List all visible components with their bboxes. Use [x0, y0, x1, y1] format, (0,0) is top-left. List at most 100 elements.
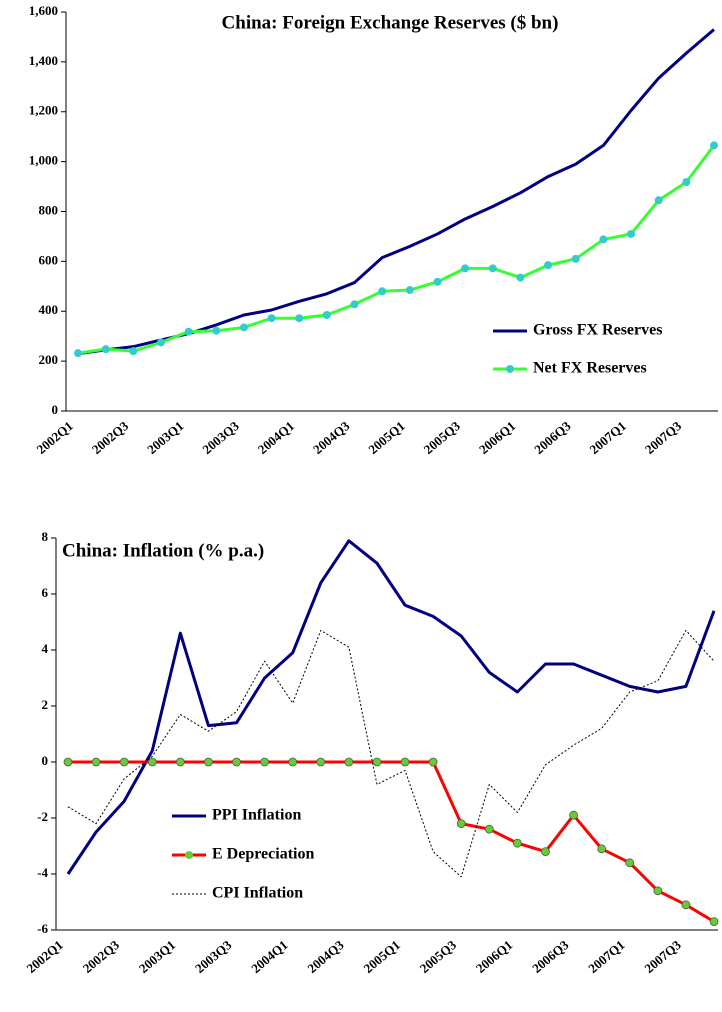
series-line	[68, 760, 715, 923]
y-tick-label: -4	[37, 865, 48, 880]
point	[484, 824, 494, 834]
point	[350, 300, 359, 309]
y-tick-label: -2	[37, 809, 48, 824]
chart-title: China: Inflation (% p.a.)	[62, 540, 264, 561]
x-tick-label: 2005Q3	[421, 418, 464, 457]
x-tick-label: 2006Q3	[531, 418, 574, 457]
point	[400, 757, 410, 767]
x-tick-label: 2002Q1	[24, 937, 66, 976]
legend-label: Gross FX Reserves	[533, 322, 662, 339]
x-tick-label: 2006Q3	[529, 937, 572, 976]
point	[156, 338, 165, 347]
point	[569, 810, 578, 820]
point	[627, 229, 636, 238]
point	[625, 858, 635, 868]
point	[184, 327, 193, 336]
point	[91, 757, 101, 767]
point	[488, 264, 497, 273]
y-tick-label: 8	[42, 529, 49, 544]
point	[653, 886, 663, 896]
point	[681, 900, 691, 910]
y-tick-label: 1,400	[29, 53, 58, 68]
point	[74, 349, 82, 358]
x-tick-label: 2007Q3	[641, 937, 684, 976]
chart-title: China: Foreign Exchange Reserves ($ bn)	[222, 12, 559, 33]
point	[541, 847, 550, 856]
legend-label: CPI Inflation	[212, 885, 303, 902]
y-tick-label: 1,000	[29, 153, 58, 168]
x-tick-label: 2006Q1	[476, 418, 518, 457]
legend-label: Net FX Reserves	[533, 360, 647, 377]
point	[295, 314, 304, 323]
point	[322, 310, 331, 319]
x-tick-label: 2003Q1	[136, 937, 178, 976]
x-tick-label: 2007Q1	[587, 418, 629, 457]
y-tick-label: 0	[42, 753, 49, 768]
point	[461, 264, 470, 273]
x-tick-label: 2006Q1	[473, 937, 515, 976]
point	[597, 844, 607, 854]
point	[512, 838, 522, 848]
y-tick-label: 1,600	[29, 3, 58, 18]
point	[571, 254, 580, 263]
legend-label: E Depreciation	[212, 846, 314, 863]
point	[101, 345, 110, 354]
point	[288, 757, 298, 767]
point	[175, 757, 185, 767]
point	[433, 277, 442, 286]
point	[63, 757, 73, 767]
x-tick-label: 2004Q3	[310, 418, 353, 457]
point	[599, 235, 608, 244]
point	[204, 757, 213, 767]
y-tick-label: 400	[39, 302, 59, 317]
x-tick-label: 2005Q3	[417, 937, 460, 976]
series-line	[67, 629, 715, 878]
point	[267, 314, 276, 323]
point	[405, 286, 414, 295]
x-tick-label: 2002Q3	[80, 937, 123, 976]
legend-marker	[185, 851, 193, 859]
x-tick-label: 2004Q1	[248, 937, 290, 976]
point	[456, 819, 466, 828]
legend-label: PPI Inflation	[212, 807, 301, 824]
series-line	[77, 144, 716, 355]
x-tick-label: 2003Q3	[192, 937, 235, 976]
series-line	[77, 28, 715, 356]
point	[147, 757, 157, 767]
y-tick-label: 200	[39, 352, 59, 367]
point	[344, 757, 354, 767]
point	[316, 757, 326, 767]
x-tick-label: 2004Q1	[255, 418, 297, 457]
point	[372, 757, 382, 767]
y-tick-label: 4	[42, 641, 49, 656]
y-tick-label: 2	[42, 697, 49, 712]
point	[516, 273, 525, 282]
point	[709, 917, 719, 926]
x-tick-label: 2003Q3	[199, 418, 242, 457]
x-tick-label: 2002Q3	[89, 418, 132, 457]
x-tick-label: 2002Q1	[34, 418, 76, 457]
point	[232, 757, 241, 767]
x-tick-label: 2007Q1	[585, 937, 627, 976]
series-line	[66, 539, 716, 875]
point	[239, 323, 248, 332]
x-tick-label: 2004Q3	[304, 937, 347, 976]
x-tick-label: 2005Q1	[365, 418, 407, 457]
y-tick-label: 800	[39, 202, 59, 217]
y-tick-label: 600	[39, 252, 59, 267]
point	[119, 757, 129, 767]
point	[428, 757, 438, 767]
point	[212, 326, 221, 335]
point	[378, 287, 387, 296]
x-tick-label: 2005Q1	[361, 937, 403, 976]
y-tick-label: 1,200	[29, 103, 58, 118]
y-tick-label: 6	[42, 585, 49, 600]
point	[260, 757, 270, 767]
y-tick-label: 0	[52, 402, 59, 417]
legend-marker	[506, 365, 514, 373]
x-tick-label: 2003Q1	[144, 418, 186, 457]
y-tick-label: -6	[37, 921, 48, 936]
point	[682, 178, 691, 187]
point	[544, 261, 553, 270]
